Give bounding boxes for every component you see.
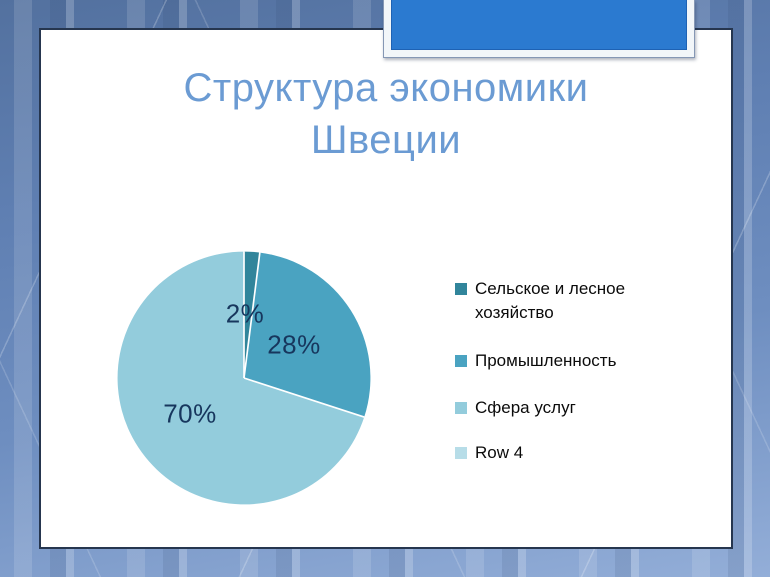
legend-swatch-icon <box>455 402 467 414</box>
pie-slice-2 <box>117 251 365 505</box>
legend-swatch-icon <box>455 447 467 459</box>
pie-data-label-agriculture: 2% <box>225 298 265 329</box>
pie-slice-separator <box>243 377 365 418</box>
chart-legend: Сельское и лесное хозяйство Промышленнос… <box>455 30 705 547</box>
slide-accent-tab <box>383 0 695 58</box>
slide-card: Структура экономики Швеции 2% 28% 70% Се… <box>39 28 733 549</box>
legend-label: Сфера услуг <box>475 398 576 417</box>
pie-slice-1 <box>244 252 371 418</box>
slide-title-line1: Структура экономики <box>183 66 589 110</box>
legend-swatch-icon <box>455 355 467 367</box>
legend-item-industry: Промышленность <box>455 349 616 373</box>
legend-swatch-icon <box>455 283 467 295</box>
legend-item-row4: Row 4 <box>455 441 523 465</box>
slide-title: Структура экономики Швеции <box>116 62 656 166</box>
legend-label: Сельское и лесное хозяйство <box>475 279 626 322</box>
slide-accent-tab-fill <box>391 0 687 50</box>
pie-chart: 2% 28% 70% <box>115 249 373 507</box>
pie-data-label-services: 70% <box>163 398 217 429</box>
legend-item-agriculture: Сельское и лесное хозяйство <box>455 277 670 325</box>
legend-label: Промышленность <box>475 351 617 370</box>
legend-item-services: Сфера услуг <box>455 396 576 420</box>
pie-svg <box>117 251 371 505</box>
pie-data-label-industry: 28% <box>267 329 321 360</box>
slide-title-line2: Швеции <box>310 118 462 162</box>
legend-label: Row 4 <box>475 443 524 462</box>
pie-slice-separator <box>243 252 261 379</box>
